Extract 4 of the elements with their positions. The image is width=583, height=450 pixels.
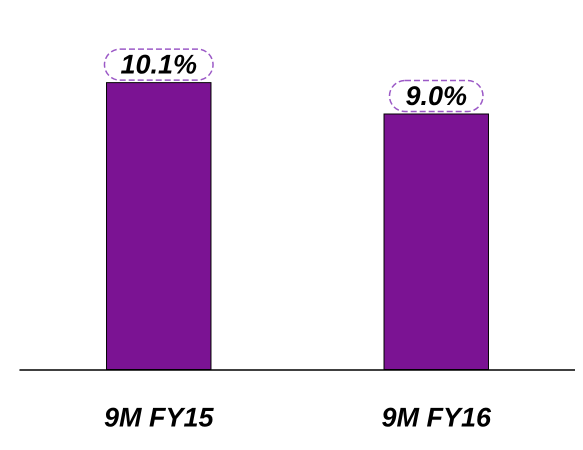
data-label: 9.0% <box>405 81 468 111</box>
data-label: 10.1% <box>120 50 198 80</box>
x-tick-label: 9M FY16 <box>381 402 492 432</box>
x-tick-label: 9M FY15 <box>104 402 215 432</box>
